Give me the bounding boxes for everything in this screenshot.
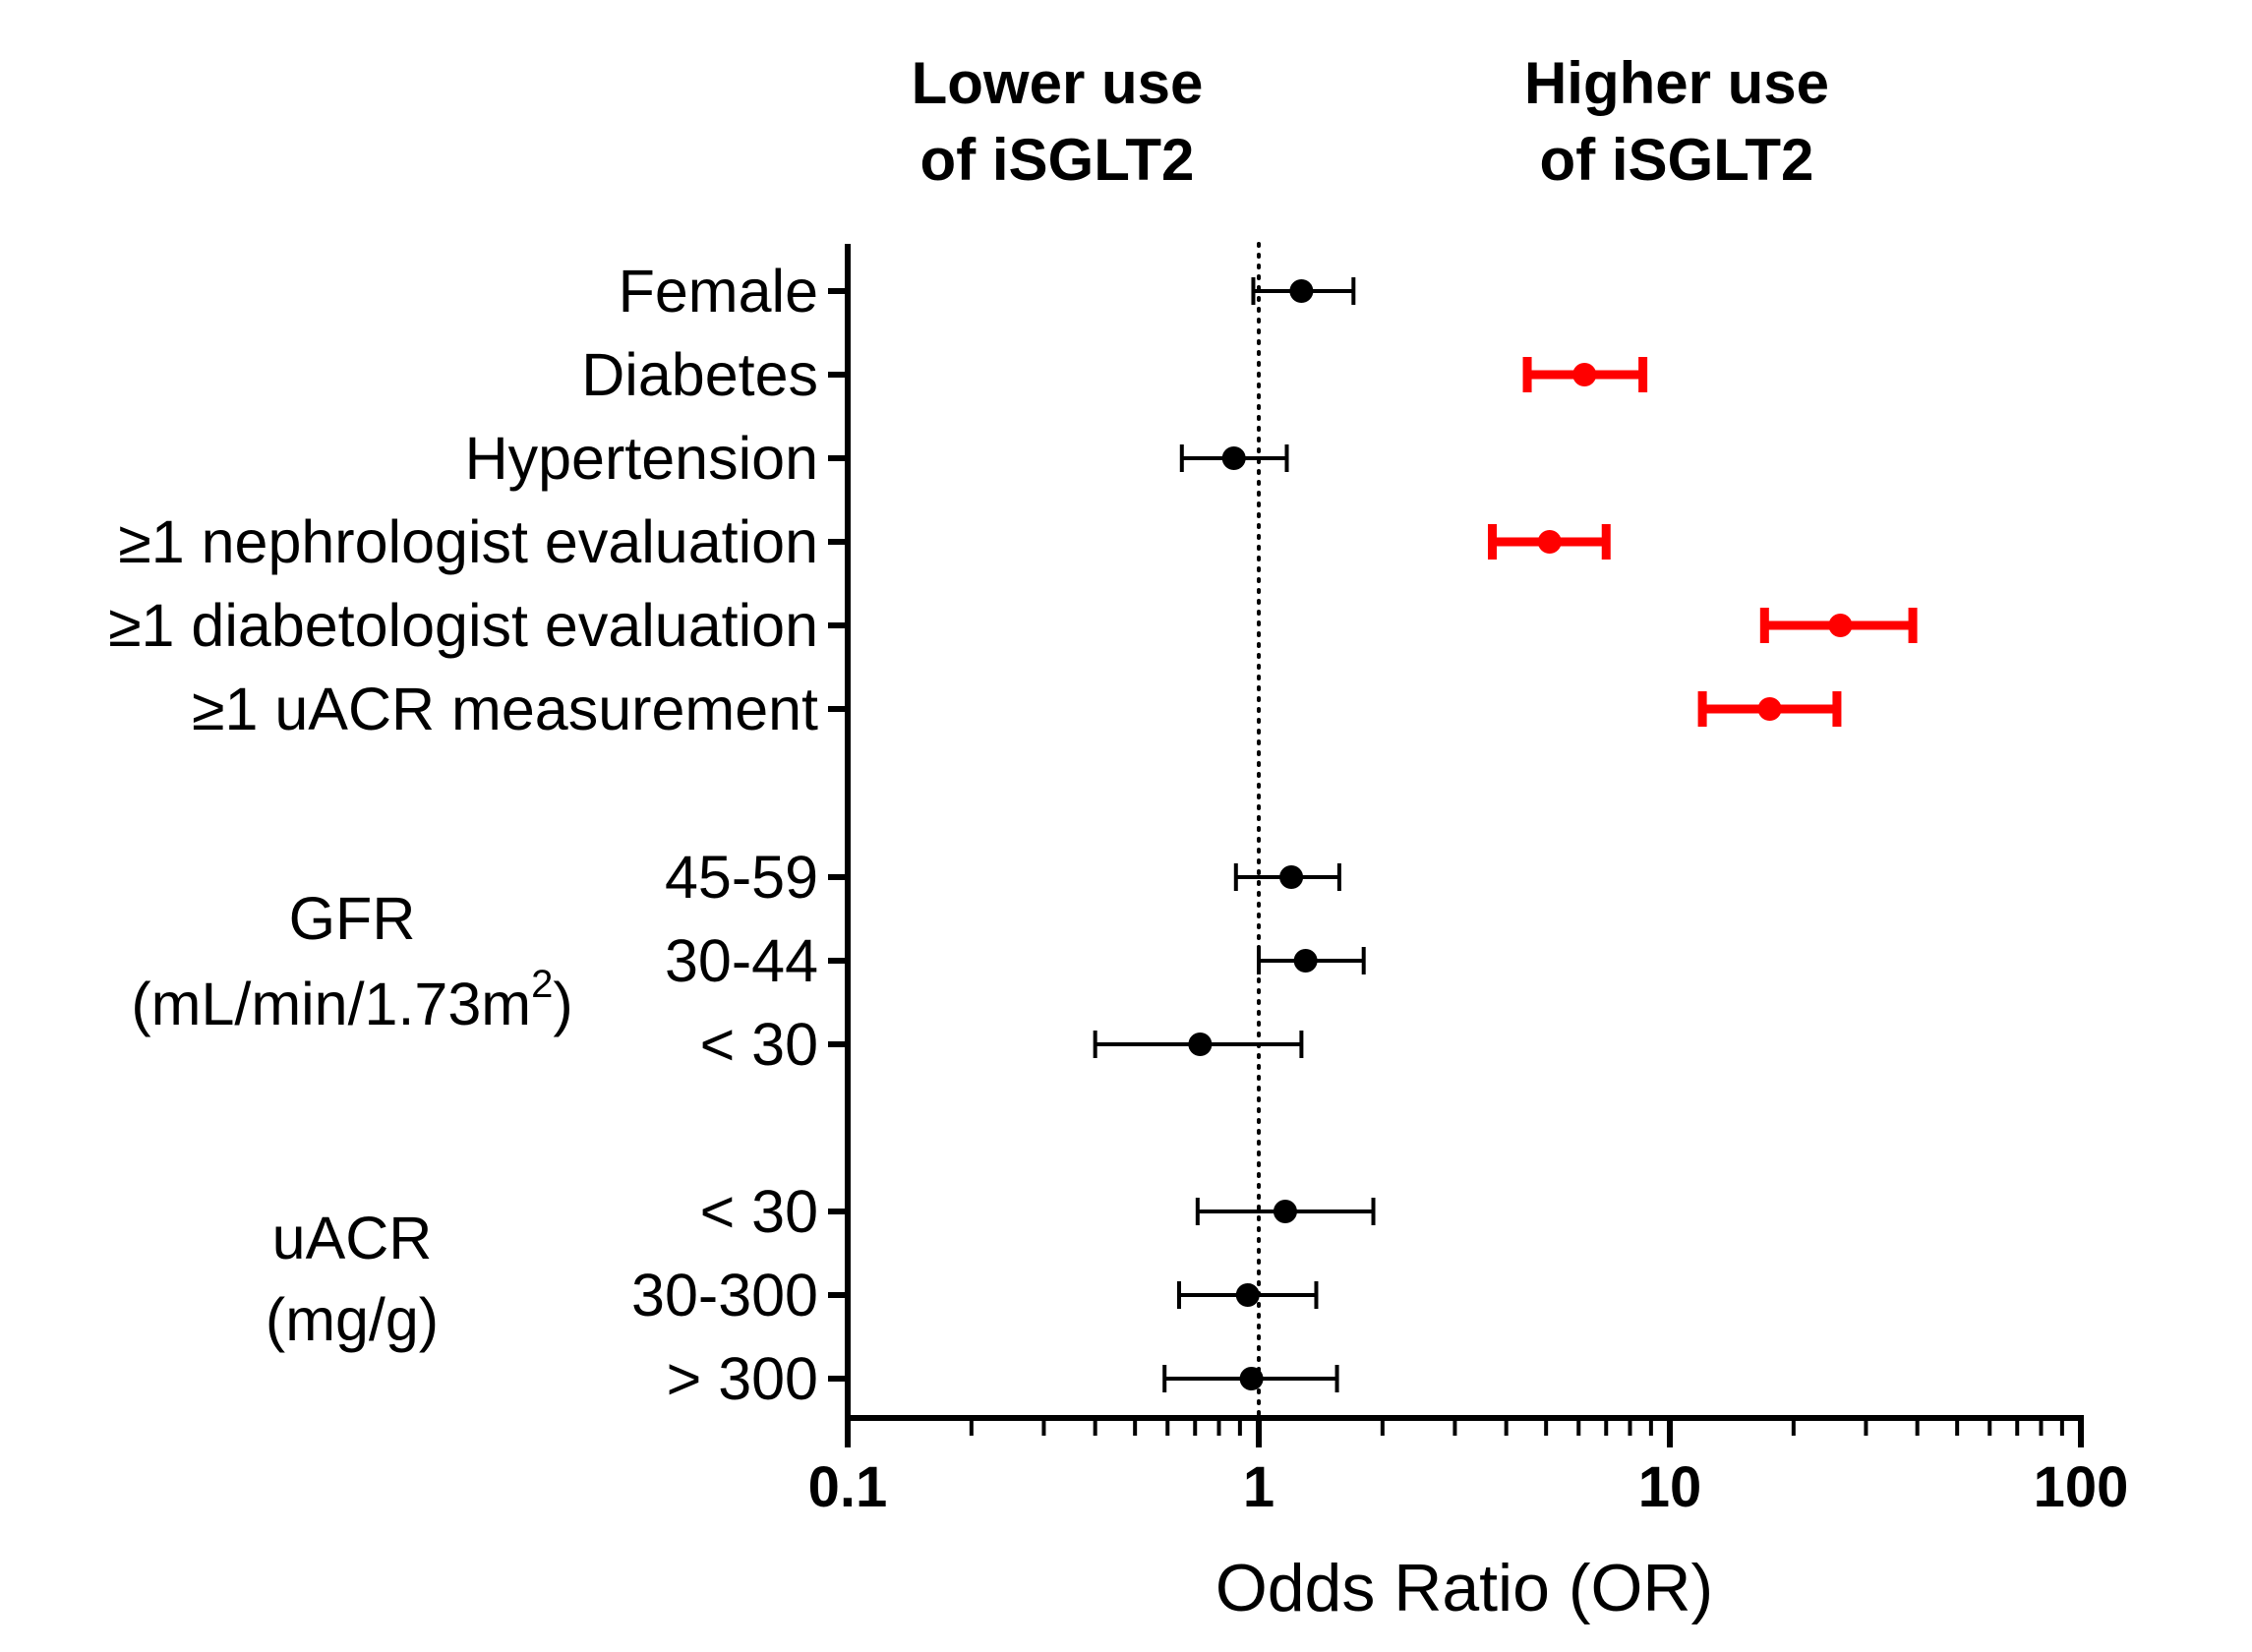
row-label: 30-44 [665,927,818,994]
odds-ratio-point [1235,1283,1260,1307]
forest-row: 30-44 [665,927,1366,994]
forest-row: Hypertension [465,425,1289,492]
gfr-units-end: ) [553,971,572,1037]
odds-ratio-point [1828,614,1853,637]
row-label: ≥1 uACR measurement [192,676,818,742]
row-label: > 300 [667,1345,818,1412]
forest-row: ≥1 uACR measurement [192,676,1842,742]
odds-ratio-point [1239,1367,1264,1390]
forest-row: < 30 [700,1011,1304,1078]
forest-row: 30-300 [631,1262,1319,1328]
row-label: Female [619,258,818,324]
odds-ratio-point [1289,279,1314,303]
data-rows: Female Diabetes Hypertension ≥1 nephrologis… [108,258,1918,1412]
odds-ratio-point [1572,363,1597,386]
row-label: 45-59 [665,844,818,911]
gfr-units-superscript: 2 [531,963,553,1006]
axes [845,244,2084,1421]
forest-row: > 300 [667,1345,1339,1412]
direction-headers: Lower use of iSGLT2 Higher use of iSGLT2 [912,50,1829,193]
higher-use-header-line2: of iSGLT2 [1540,127,1814,193]
row-label: Hypertension [465,425,818,492]
gfr-group-label: GFR [289,885,416,952]
forest-row: ≥1 diabetologist evaluation [108,592,1918,659]
x-tick-label: 10 [1638,1455,1702,1519]
odds-ratio-point [1188,1032,1213,1056]
odds-ratio-point [1757,697,1782,721]
group-labels: GFR (mL/min/1.73m2) uACR (mg/g) [131,885,572,1353]
row-label: < 30 [700,1178,818,1245]
row-label: < 30 [700,1011,818,1078]
x-tick-label: 0.1 [808,1455,888,1519]
odds-ratio-point [1293,949,1318,973]
gfr-units-main: (mL/min/1.73m [131,971,531,1037]
odds-ratio-point [1273,1200,1297,1223]
higher-use-header-line1: Higher use [1524,50,1829,116]
gfr-group-units: (mL/min/1.73m2) [131,963,572,1037]
forest-row: < 30 [700,1178,1376,1245]
uacr-group-label: uACR [272,1205,433,1271]
x-tick-label: 1 [1243,1455,1274,1519]
row-label: ≥1 nephrologist evaluation [118,508,818,575]
lower-use-header-line2: of iSGLT2 [920,127,1195,193]
row-label: 30-300 [631,1262,818,1328]
odds-ratio-point [1221,446,1246,470]
lower-use-header-line1: Lower use [912,50,1204,116]
odds-ratio-point [1279,865,1304,889]
forest-row: ≥1 nephrologist evaluation [118,508,1611,575]
uacr-group-units: (mg/g) [266,1286,439,1353]
forest-row: Female [619,258,1356,324]
x-tick-label: 100 [2034,1455,2129,1519]
forest-row: Diabetes [581,341,1648,408]
x-axis-ticks: 0.1 1 10 100 [808,1418,2129,1519]
forest-row: 45-59 [665,844,1341,911]
odds-ratio-point [1537,530,1562,554]
row-label: ≥1 diabetologist evaluation [108,592,818,659]
row-label: Diabetes [581,341,818,408]
x-axis-label: Odds Ratio (OR) [1215,1551,1713,1625]
